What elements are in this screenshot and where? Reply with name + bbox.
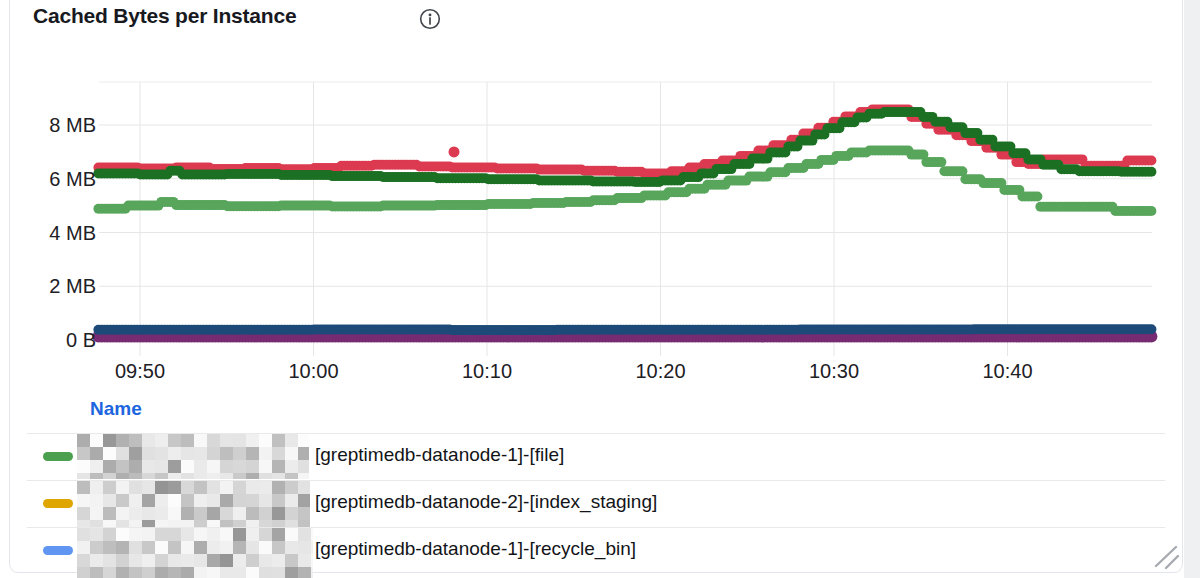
series-dots-navy-series: [93, 324, 1156, 335]
legend-name-column-header[interactable]: Name: [90, 398, 142, 420]
legend-row[interactable]: [greptimedb-datanode-1]-[recycle_bin]: [27, 527, 1165, 573]
x-axis-tick-label: 09:50: [115, 360, 165, 382]
chart-gridlines: [99, 82, 1152, 356]
y-axis-tick-label: 0 B: [66, 329, 96, 351]
redacted-series-name: [77, 434, 309, 479]
resize-handle[interactable]: [1152, 543, 1182, 571]
chart-series-dots: [92, 104, 1157, 342]
x-axis-tick-label: 10:00: [288, 360, 338, 382]
x-axis-tick-labels: 09:50 10:00 10:10 10:20 10:30 10:40: [115, 360, 1033, 382]
legend-series-label: [greptimedb-datanode-1]-[file]: [315, 444, 564, 466]
x-axis-tick-label: 10:40: [982, 360, 1032, 382]
legend-series-label: [greptimedb-datanode-1]-[recycle_bin]: [315, 538, 636, 560]
page-background: [1184, 0, 1200, 578]
y-axis-tick-label: 6 MB: [49, 168, 96, 190]
redacted-series-name: [77, 481, 310, 527]
series-color-indicator: [43, 452, 73, 461]
series-color-indicator: [43, 546, 73, 555]
y-axis-tick-labels: 0 B 2 MB 4 MB 6 MB 8 MB: [49, 114, 96, 351]
legend-series-label: [greptimedb-datanode-2]-[index_staging]: [315, 491, 657, 513]
y-axis-tick-label: 4 MB: [49, 222, 96, 244]
x-axis-tick-label: 10:10: [462, 360, 512, 382]
series-color-indicator: [43, 499, 73, 508]
dashboard-panel-region: Cached Bytes per Instance 09:50 10:00 10:1…: [0, 0, 1200, 578]
y-axis-tick-label: 2 MB: [49, 275, 96, 297]
info-icon[interactable]: [418, 7, 442, 31]
x-axis-tick-label: 10:30: [809, 360, 859, 382]
redacted-series-name: [77, 528, 313, 578]
y-axis-tick-label: 8 MB: [49, 114, 96, 136]
panel-title: Cached Bytes per Instance: [33, 4, 296, 28]
outlier-point: [449, 146, 460, 157]
x-axis-tick-label: 10:20: [635, 360, 685, 382]
legend-row[interactable]: [greptimedb-datanode-2]-[index_staging]: [27, 480, 1165, 526]
legend-row[interactable]: [greptimedb-datanode-1]-[file]: [27, 433, 1165, 479]
